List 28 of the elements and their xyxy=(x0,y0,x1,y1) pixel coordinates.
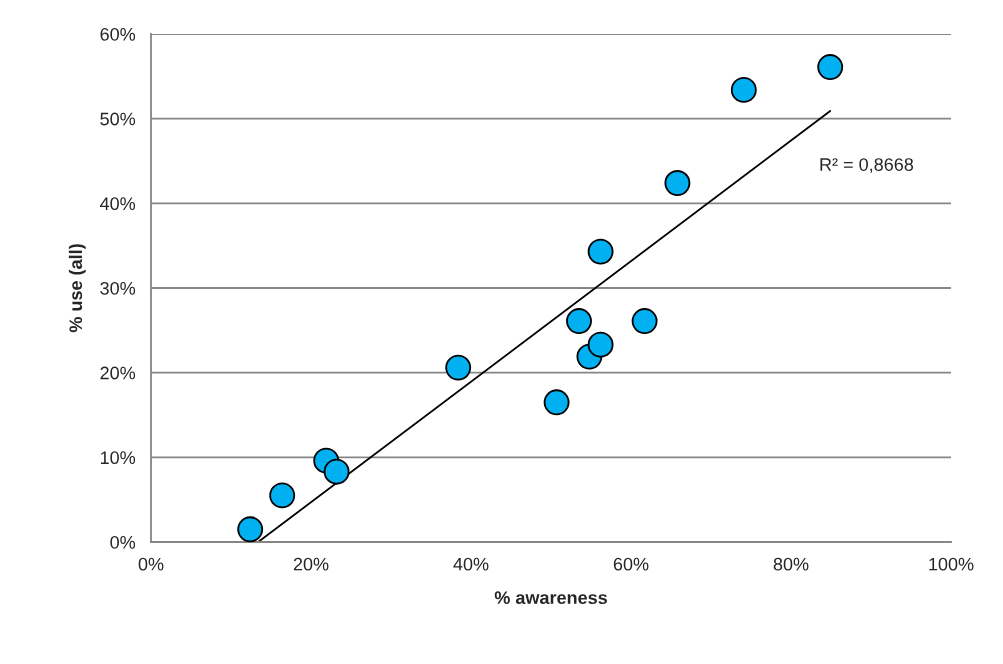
y-tick-label: 60% xyxy=(100,27,136,41)
x-tick-label: 80% xyxy=(773,557,809,571)
point xyxy=(631,308,658,334)
y-tick-label: 10% xyxy=(100,451,136,465)
point xyxy=(730,76,757,103)
point xyxy=(323,458,350,485)
point xyxy=(664,170,691,196)
point xyxy=(445,354,472,381)
x-axis-title: % awareness xyxy=(494,591,607,605)
x-tick-label: 0% xyxy=(138,557,164,571)
y-tick-label: 40% xyxy=(100,197,136,211)
y-axis-title: % use (all) xyxy=(68,244,86,333)
point xyxy=(817,54,844,80)
point xyxy=(237,516,264,543)
y-tick-label: 50% xyxy=(100,112,136,126)
y-tick-label: 20% xyxy=(100,366,136,380)
point xyxy=(587,331,614,358)
x-tick-label: 40% xyxy=(453,557,489,571)
point xyxy=(566,308,592,334)
y-tick-label: 30% xyxy=(100,281,136,295)
point xyxy=(543,389,570,416)
annotation: R² = 0,8668 xyxy=(820,158,914,174)
x-tick-label: 20% xyxy=(293,557,329,571)
point xyxy=(269,482,296,509)
x-tick-label: 60% xyxy=(613,557,649,571)
x-tick-label: 100% xyxy=(929,557,974,571)
y-tick-label: 0% xyxy=(110,535,136,549)
point xyxy=(587,238,614,265)
